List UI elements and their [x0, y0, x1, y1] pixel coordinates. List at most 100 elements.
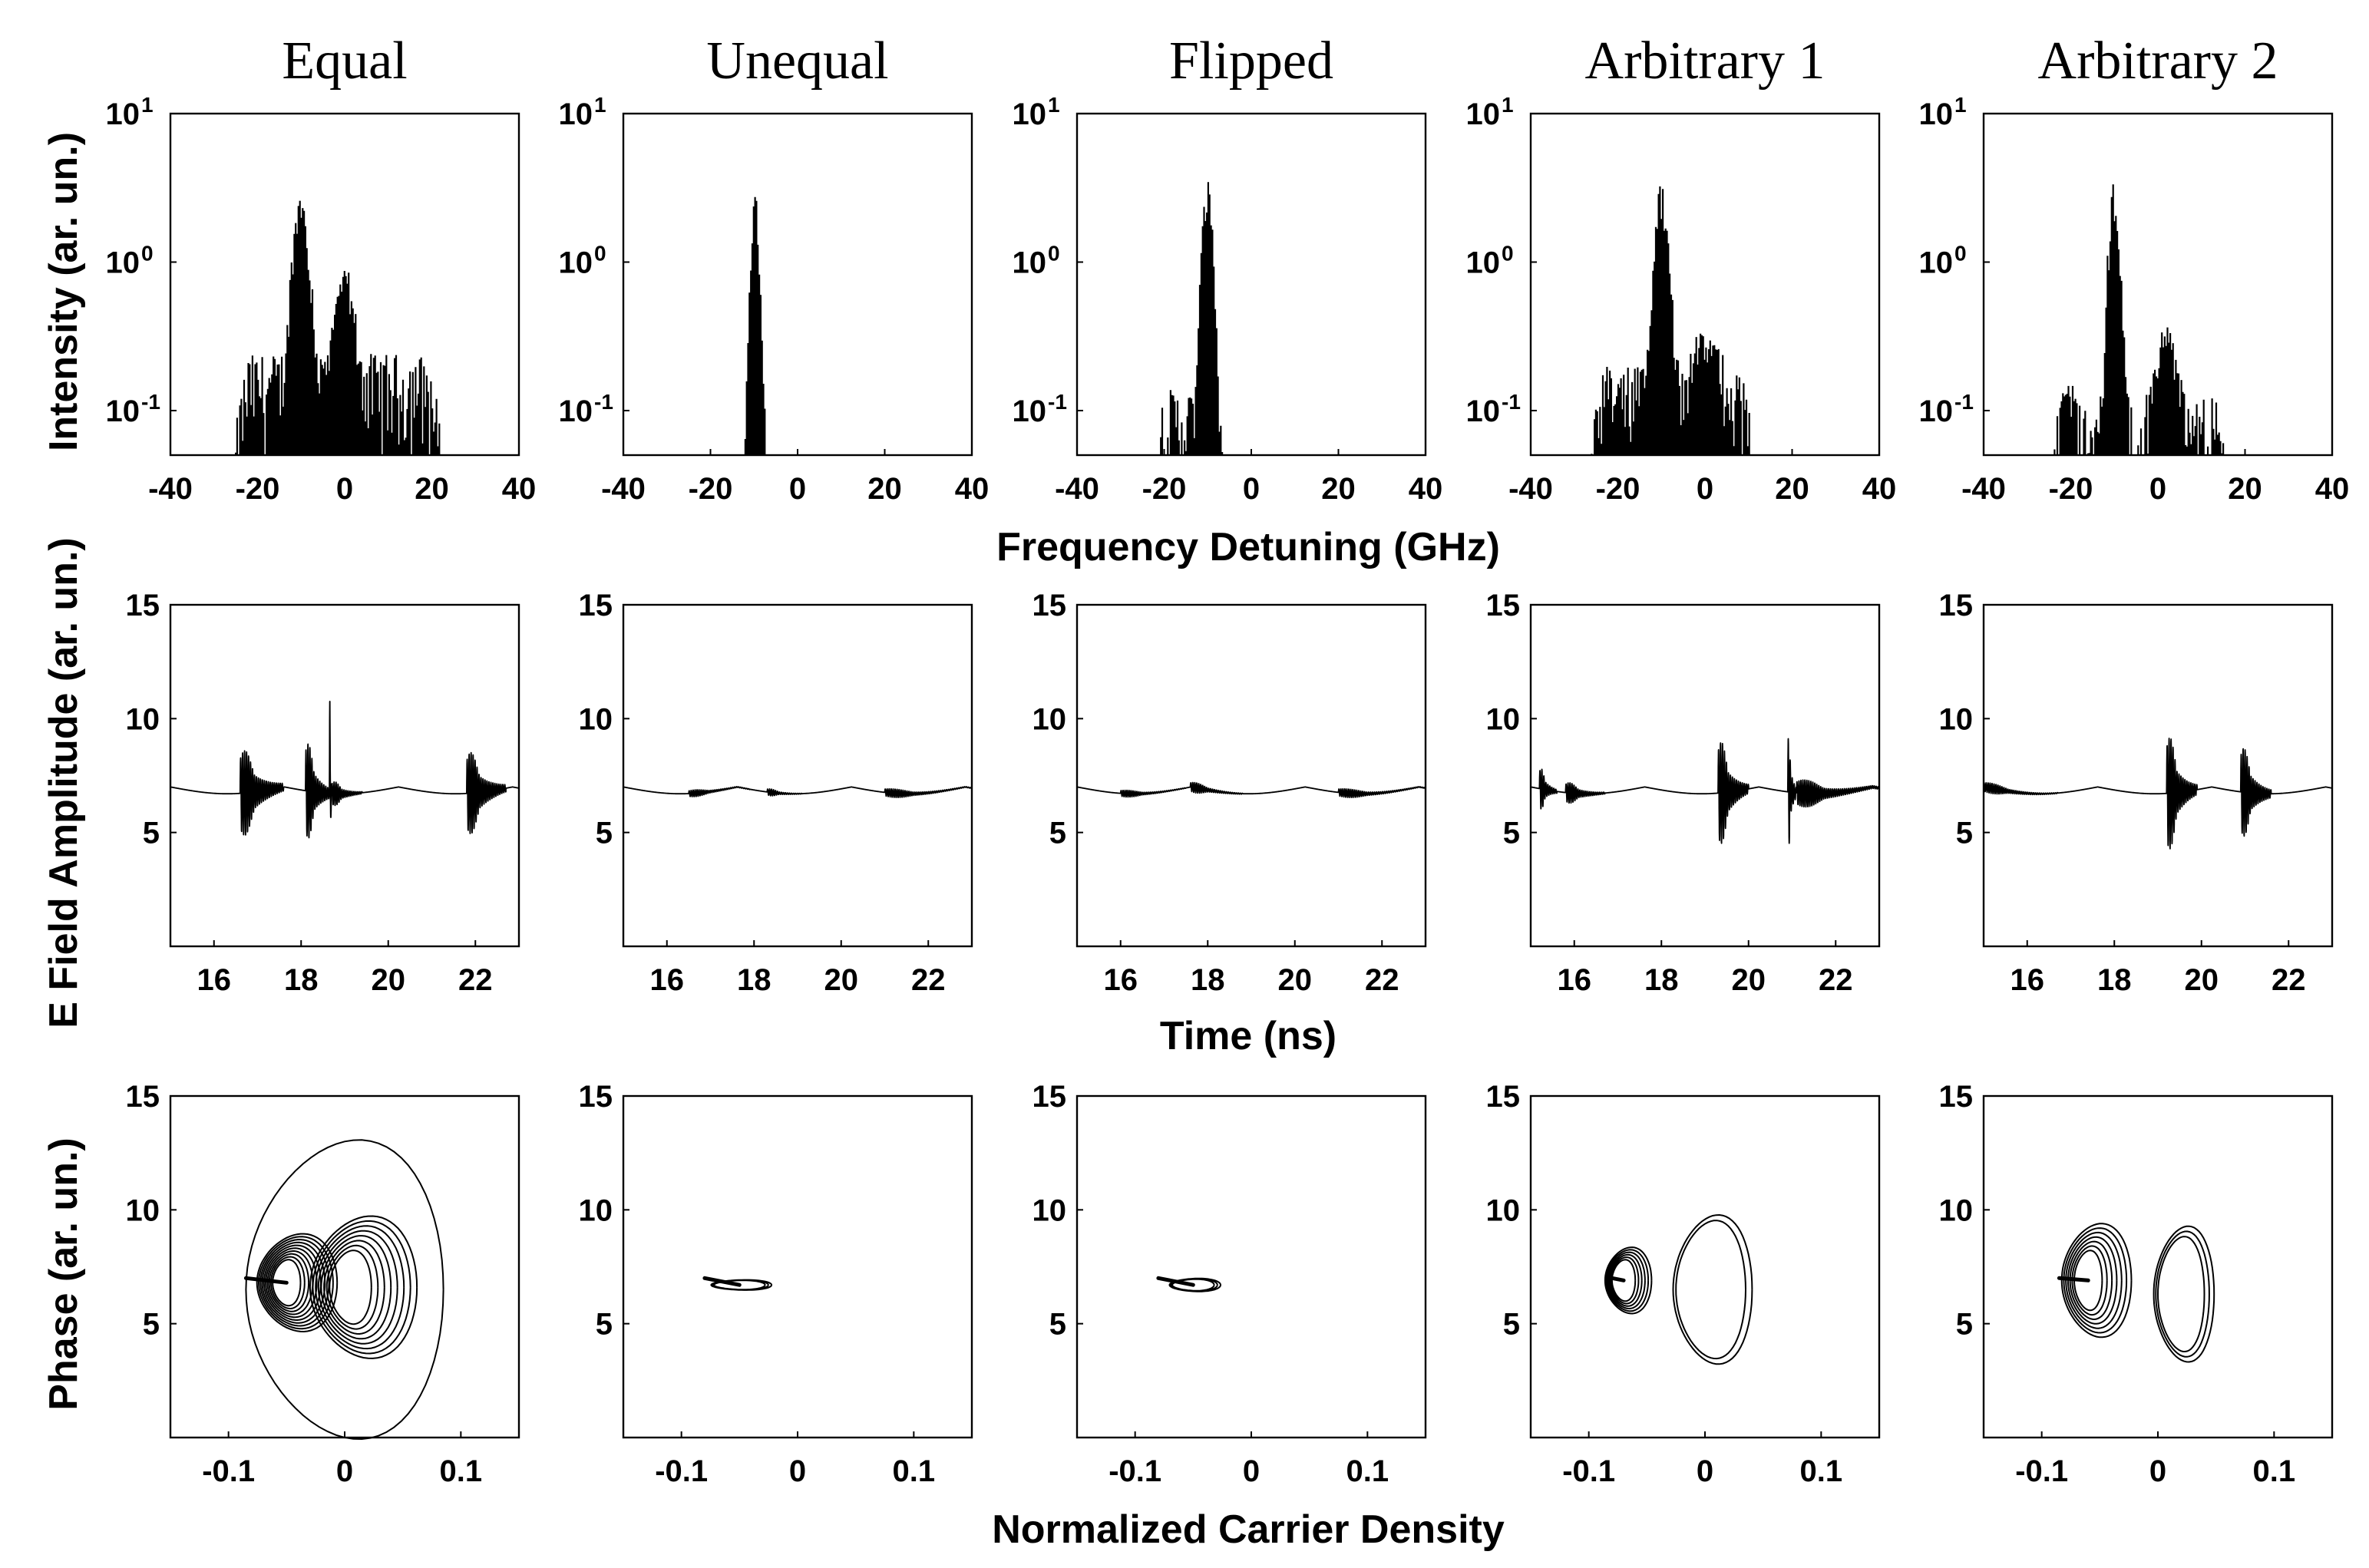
x-tick-label: 40 — [1409, 472, 1443, 506]
x-tick-label: 16 — [2011, 963, 2045, 997]
e-field-trace — [1530, 738, 1880, 844]
e-field-trace — [1983, 738, 2333, 850]
time-y-label: E Field Amplitude (ar. un.) — [41, 537, 86, 1028]
x-tick-label: 20 — [1278, 963, 1313, 997]
column-titles: Equal Unequal Flipped Arbitrary 1 Arbitrary … — [282, 31, 2278, 91]
e-field-trace — [170, 701, 520, 839]
x-tick-label: 22 — [1819, 963, 1853, 997]
x-tick-label: 18 — [2097, 963, 2132, 997]
phase-tail — [1610, 1276, 1626, 1282]
x-tick-label: 0 — [2149, 1454, 2166, 1488]
spectral-bars — [1160, 182, 1224, 455]
phase-panel: -0.1 0 0.1 5 10 15 — [579, 1080, 973, 1488]
phase-loop — [1604, 1246, 1653, 1315]
phase-tail — [2057, 1276, 2090, 1282]
plot-frame — [1075, 1094, 1427, 1439]
y-tick-label: 10 — [559, 246, 593, 279]
phase-loop — [309, 1215, 418, 1359]
y-tick-label: 10 — [1013, 394, 1047, 428]
phase-tail — [243, 1276, 289, 1285]
plot-frame — [622, 112, 973, 457]
x-tick-label: 0 — [336, 472, 353, 506]
x-tick-label: -40 — [601, 472, 646, 506]
x-tick-label: -20 — [236, 472, 280, 506]
x-tick-label: 20 — [372, 963, 406, 997]
y-tick-label: 10 — [1486, 1193, 1521, 1227]
y-tick-label: 5 — [596, 817, 613, 850]
x-tick-label: 22 — [1365, 963, 1399, 997]
y-tick-label: 10 — [579, 702, 613, 736]
time-panel: 16 18 20 22 5 10 15 — [1486, 589, 1881, 997]
spectrum-y-label: Intensity (ar. un.) — [41, 132, 86, 451]
y-tick-label: 10 — [106, 246, 140, 279]
y-tick-label: 10 — [106, 97, 140, 131]
y-tick-exponent: 1 — [594, 93, 606, 117]
column-title: Flipped — [1169, 31, 1333, 91]
y-tick-label: 10 — [1919, 394, 1954, 428]
spectral-bars — [2053, 184, 2225, 455]
y-tick-label: 5 — [1049, 817, 1066, 850]
y-tick-exponent: 0 — [594, 241, 606, 265]
x-tick-label: -0.1 — [1109, 1454, 1161, 1488]
x-tick-label: 0 — [1243, 1454, 1260, 1488]
x-tick-label: 40 — [502, 472, 537, 506]
y-tick-label: 5 — [1503, 1308, 1520, 1342]
y-tick-label: 10 — [559, 97, 593, 131]
y-tick-label: 5 — [1956, 817, 1973, 850]
phase-tail — [1156, 1276, 1195, 1287]
y-tick-label: 15 — [579, 1080, 613, 1114]
x-tick-label: 20 — [2185, 963, 2219, 997]
x-tick-label: -40 — [1961, 472, 2006, 506]
x-tick-label: 20 — [415, 472, 449, 506]
phase-loop — [2153, 1225, 2215, 1363]
x-tick-label: 20 — [2228, 472, 2262, 506]
y-tick-label: 5 — [143, 817, 160, 850]
x-tick-label: 0.1 — [440, 1454, 483, 1488]
x-tick-label: 20 — [1321, 472, 1356, 506]
time-panel: 16 18 20 22 5 10 15 — [1939, 589, 2334, 997]
y-tick-label: 5 — [1956, 1308, 1973, 1342]
y-tick-label: 15 — [1486, 589, 1521, 622]
x-tick-label: 18 — [737, 963, 771, 997]
y-tick-label: 10 — [1466, 97, 1501, 131]
e-field-trace — [623, 786, 973, 798]
y-tick-label: 10 — [126, 702, 160, 736]
y-tick-exponent: 1 — [141, 93, 154, 117]
y-tick-exponent: 0 — [1048, 241, 1060, 265]
x-tick-label: 0 — [1697, 1454, 1713, 1488]
x-tick-label: 18 — [1644, 963, 1679, 997]
y-tick-label: 15 — [579, 589, 613, 622]
plot-frame — [169, 1094, 520, 1439]
spectral-bars — [1591, 186, 1750, 455]
y-tick-label: 10 — [1486, 702, 1521, 736]
phase-loop — [710, 1279, 773, 1291]
x-tick-label: -0.1 — [202, 1454, 255, 1488]
y-tick-label: 10 — [1466, 394, 1501, 428]
y-tick-label: 10 — [1033, 1193, 1067, 1227]
column-title: Arbitrary 1 — [1585, 31, 1825, 91]
y-tick-label: 15 — [1033, 1080, 1067, 1114]
y-tick-label: 10 — [1919, 246, 1954, 279]
plot-frame — [1529, 603, 1881, 948]
x-tick-label: 20 — [1732, 963, 1766, 997]
y-tick-exponent: 0 — [141, 241, 154, 265]
x-tick-label: 18 — [284, 963, 319, 997]
y-tick-label: 15 — [1939, 589, 1974, 622]
column-title: Arbitrary 2 — [2038, 31, 2278, 91]
x-tick-label: -0.1 — [1562, 1454, 1615, 1488]
plot-frame — [169, 603, 520, 948]
x-tick-label: 20 — [867, 472, 902, 506]
x-tick-label: 22 — [911, 963, 946, 997]
x-tick-label: 18 — [1191, 963, 1225, 997]
plot-frame — [1075, 112, 1427, 457]
x-tick-label: 16 — [1104, 963, 1138, 997]
phase-y-label: Phase (ar. un.) — [41, 1137, 86, 1410]
y-tick-label: 10 — [1466, 246, 1501, 279]
y-tick-label: 15 — [126, 589, 160, 622]
y-tick-label: 5 — [1503, 817, 1520, 850]
spectrum-x-label: Frequency Detuning (GHz) — [996, 525, 1500, 569]
